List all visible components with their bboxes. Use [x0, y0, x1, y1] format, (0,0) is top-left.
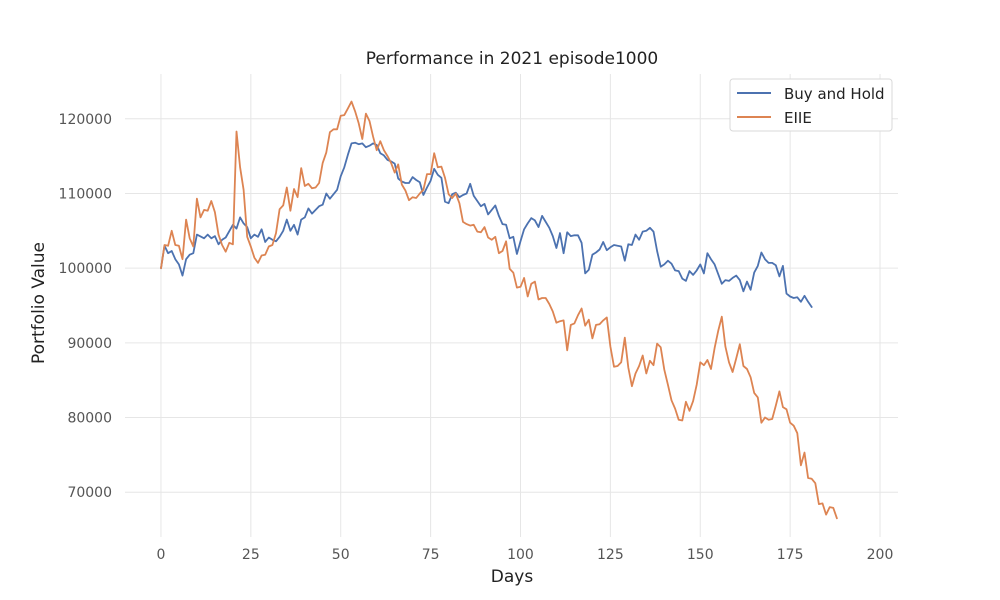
x-tick-label: 125 [597, 547, 624, 563]
y-tick-label: 90000 [67, 336, 112, 352]
x-tick-labels: 0 25 50 75 100 125 150 175 200 [156, 547, 893, 563]
x-tick-label: 25 [242, 547, 260, 563]
x-gridlines [160, 74, 881, 537]
y-tick-label: 80000 [67, 411, 112, 427]
x-tick-label: 200 [867, 547, 894, 563]
y-tick-label: 110000 [59, 186, 112, 202]
x-tick-label: 150 [687, 547, 714, 563]
x-tick-label: 75 [422, 547, 440, 563]
y-axis-label: Portfolio Value [29, 242, 49, 364]
series-line-buy-and-hold [160, 141, 813, 308]
series-lines [160, 100, 838, 520]
y-tick-labels: 70000 80000 90000 100000 110000 120000 [59, 112, 112, 501]
chart-title: Performance in 2021 episode1000 [366, 49, 658, 69]
x-tick-label: 50 [332, 547, 350, 563]
legend: Buy and Hold EIIE [729, 78, 893, 132]
y-tick-label: 100000 [59, 261, 112, 277]
x-tick-label: 175 [777, 547, 804, 563]
x-tick-label: 0 [156, 547, 165, 563]
x-tick-label: 100 [507, 547, 534, 563]
series-line-eiie [160, 100, 838, 520]
y-tick-label: 120000 [59, 112, 112, 128]
legend-label-eiie: EIIE [784, 109, 812, 127]
legend-label-buy-and-hold: Buy and Hold [784, 85, 885, 103]
x-axis-label: Days [491, 567, 534, 587]
y-tick-label: 70000 [67, 485, 112, 501]
